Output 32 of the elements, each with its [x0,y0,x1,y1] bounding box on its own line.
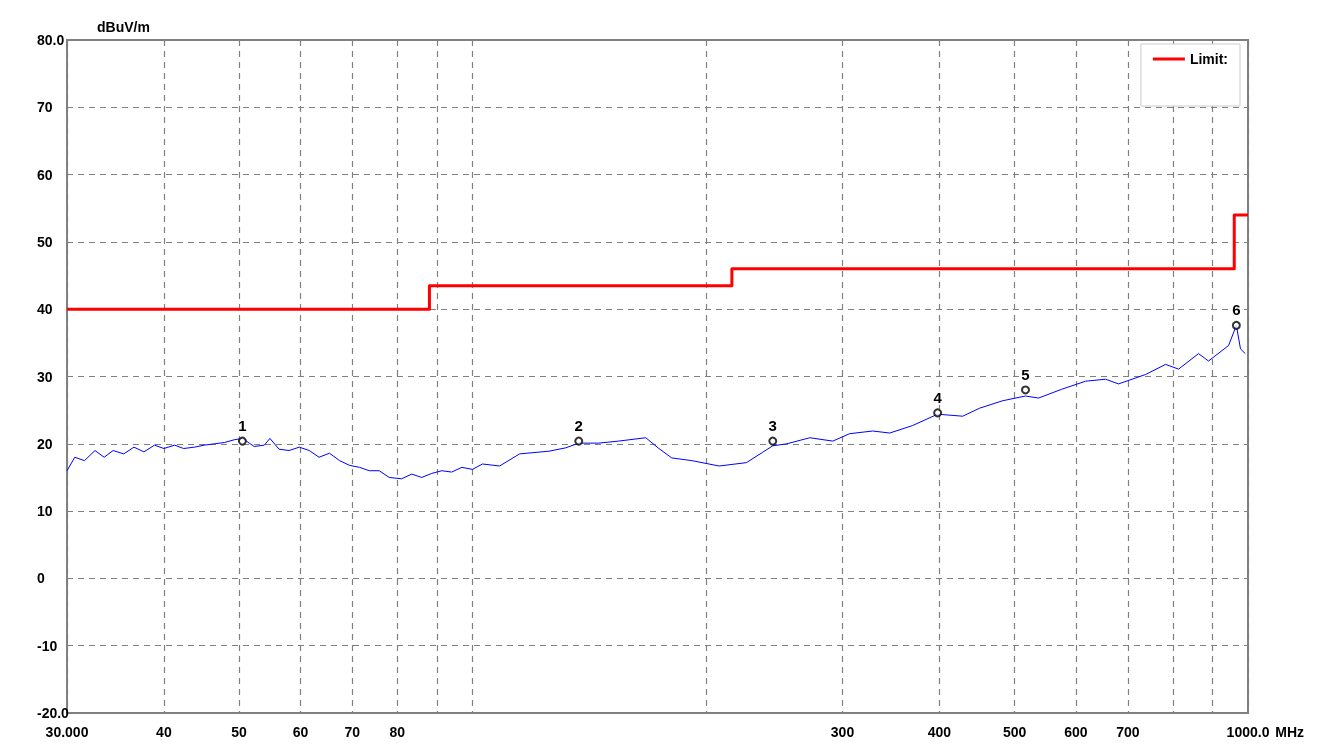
y-tick-label: 60 [37,166,53,183]
y-tick-label: 50 [37,233,53,250]
y-tick-label: 70 [37,99,53,116]
x-tick-label: 600 [1064,724,1088,740]
y-axis-title: dBuV/m [97,19,150,35]
x-tick-label: 70 [344,724,361,740]
y-tick-label: 30 [37,368,53,385]
y-tick-label: 40 [37,301,53,318]
annotation: 4 [933,388,943,406]
x-tick-label: 30.000 [45,724,89,740]
x-tick-label: 40 [156,724,172,740]
x-tick-label: 500 [1002,724,1027,740]
x-tick-label: 400 [927,724,952,740]
x-tick-label: 80 [389,724,406,740]
x-axis-title: MHz [1275,724,1305,740]
y-tick-label: 80.0 [37,32,65,48]
x-tick-label: 60 [292,724,309,740]
annotation: 1 [238,417,247,435]
x-tick-label: 1000.0 [1226,724,1270,740]
y-tick-label: 10 [37,503,53,520]
y-tick-label: 20 [37,435,53,452]
annotation: 5 [1021,365,1030,383]
x-tick-label: 700 [1116,724,1140,740]
x-tick-label: 300 [830,724,855,740]
annotation: 3 [768,417,777,435]
x-tick-label: 50 [231,724,248,740]
legend-label: Limit: [1189,51,1229,67]
annotation: 6 [1232,301,1241,319]
y-tick-label: -10 [37,637,58,654]
annotation: 2 [574,417,583,435]
y-tick-label: -20.0 [37,705,70,721]
y-tick-label: 0 [37,570,45,587]
